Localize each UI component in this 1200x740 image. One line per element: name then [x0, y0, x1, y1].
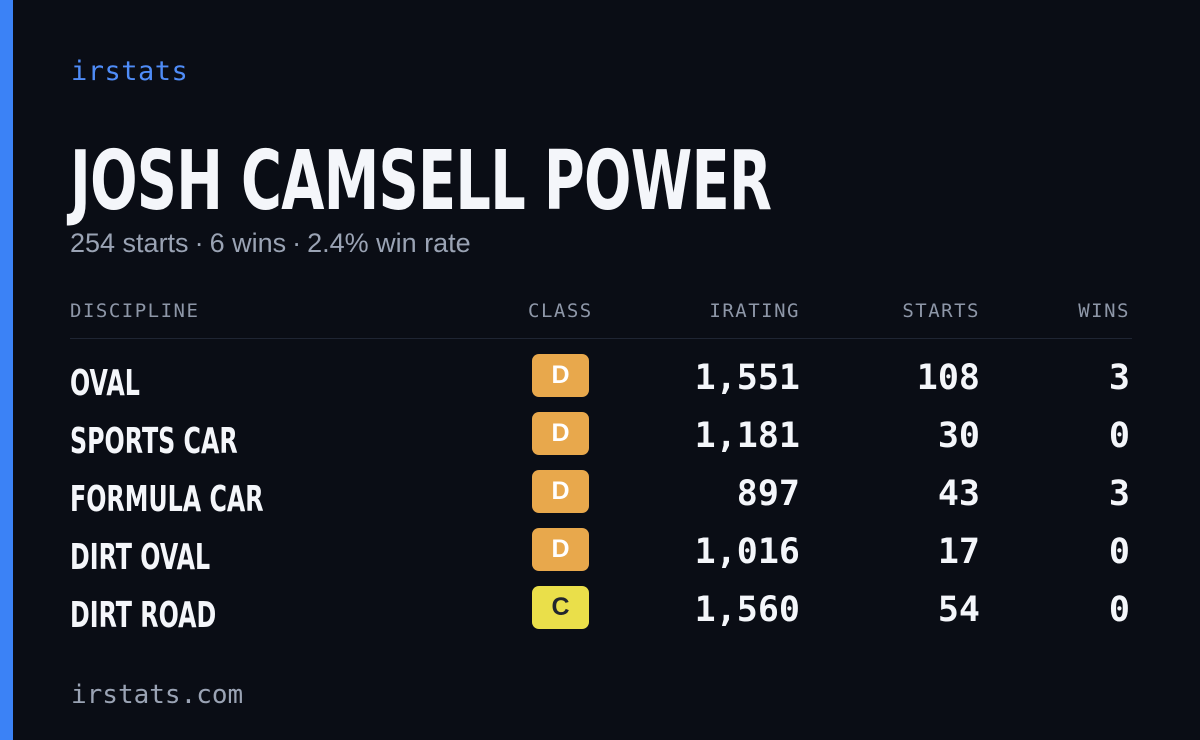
- class-badge: C: [532, 586, 589, 629]
- summary-separator: ·: [194, 228, 204, 258]
- row-starts: 17: [937, 532, 980, 572]
- row-wins: 3: [1108, 474, 1130, 514]
- table-row: OVAL D 1,551 108 3: [70, 350, 1132, 408]
- row-discipline: FORMULA CAR: [70, 479, 264, 520]
- row-discipline: DIRT OVAL: [70, 537, 211, 578]
- header-wins: WINS: [1078, 300, 1130, 322]
- summary-win-rate: 2.4% win rate: [307, 228, 471, 258]
- row-irating: 897: [736, 474, 800, 514]
- header-irating: IRATING: [709, 300, 800, 322]
- row-wins: 0: [1108, 532, 1130, 572]
- class-badge: D: [532, 412, 589, 455]
- class-badge: D: [532, 354, 589, 397]
- row-wins: 0: [1108, 416, 1130, 456]
- row-wins: 3: [1108, 358, 1130, 398]
- row-starts: 30: [937, 416, 980, 456]
- header-class: CLASS: [528, 300, 593, 322]
- table-row: DIRT OVAL D 1,016 17 0: [70, 524, 1132, 582]
- row-irating: 1,551: [694, 358, 800, 398]
- row-starts: 54: [937, 590, 980, 630]
- row-starts: 108: [916, 358, 980, 398]
- row-starts: 43: [937, 474, 980, 514]
- row-irating: 1,016: [694, 532, 800, 572]
- table-row: FORMULA CAR D 897 43 3: [70, 466, 1132, 524]
- table-row: DIRT ROAD C 1,560 54 0: [70, 582, 1132, 640]
- header-starts: STARTS: [902, 300, 980, 322]
- header-discipline: DISCIPLINE: [70, 300, 200, 322]
- table-header: DISCIPLINE CLASS IRATING STARTS WINS: [70, 298, 1132, 339]
- accent-bar: [0, 0, 13, 740]
- class-badge: D: [532, 470, 589, 513]
- row-discipline: DIRT ROAD: [70, 595, 217, 636]
- row-wins: 0: [1108, 590, 1130, 630]
- table-row: SPORTS CAR D 1,181 30 0: [70, 408, 1132, 466]
- summary-separator: ·: [292, 228, 302, 258]
- footer-url: irstats.com: [71, 680, 244, 710]
- row-discipline: SPORTS CAR: [70, 421, 238, 462]
- row-discipline: OVAL: [70, 363, 140, 404]
- summary-wins: 6 wins: [209, 228, 287, 258]
- row-irating: 1,181: [694, 416, 800, 456]
- summary-starts: 254 starts: [70, 228, 189, 258]
- driver-summary: 254 starts · 6 wins · 2.4% win rate: [70, 228, 471, 259]
- row-irating: 1,560: [694, 590, 800, 630]
- brand-logo: irstats: [71, 56, 189, 87]
- discipline-table: OVAL D 1,551 108 3 SPORTS CAR D 1,181 30…: [70, 350, 1132, 640]
- driver-name: JOSH CAMSELL POWER: [70, 134, 772, 229]
- class-badge: D: [532, 528, 589, 571]
